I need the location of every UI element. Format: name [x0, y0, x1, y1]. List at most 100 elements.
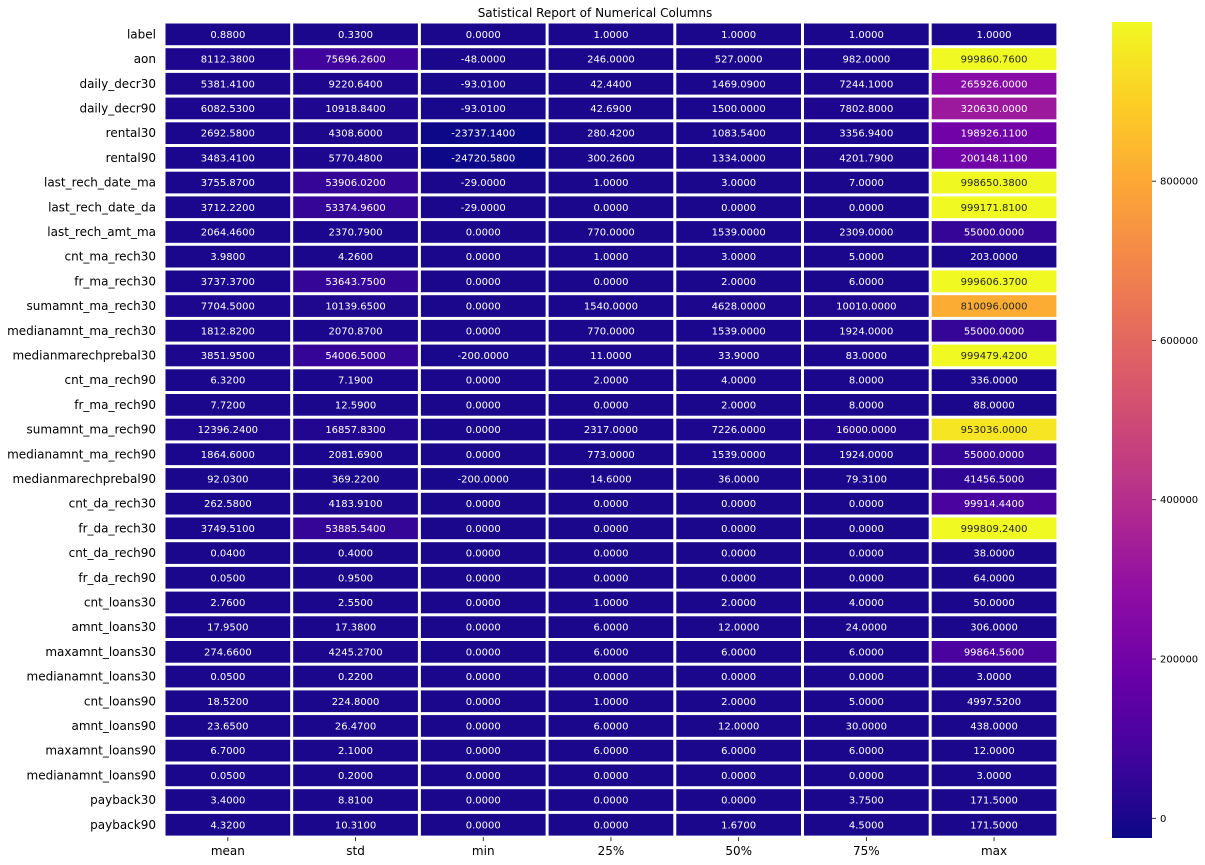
heatmap-cell: [804, 48, 929, 70]
cell-value-label: 0.0500: [210, 573, 245, 584]
heatmap-cell: [804, 319, 929, 342]
heatmap-cell: [420, 418, 546, 441]
heatmap-cell: [293, 492, 418, 515]
heatmap-cell: [293, 245, 418, 268]
heatmap-cell: [804, 789, 929, 811]
cell-value-label: 88.0000: [973, 400, 1014, 411]
cell-value-label: 0.4000: [338, 549, 373, 560]
heatmap-cell: [420, 171, 546, 194]
cell-value-label: 11.0000: [590, 351, 631, 362]
heatmap-cell: [804, 690, 929, 713]
cell-value-label: 6.0000: [721, 647, 756, 658]
cell-value-label: 7704.5000: [201, 302, 255, 313]
cell-value-label: 3356.9400: [839, 129, 893, 140]
heatmap-cell: [293, 443, 418, 466]
row-label: aon: [134, 52, 156, 66]
cell-value-label: 6.0000: [593, 746, 628, 757]
column-labels: mean std min 25% 50% 75% max: [211, 837, 1007, 858]
heatmap-cell: [293, 517, 418, 540]
heatmap-cell: [676, 295, 801, 317]
heatmap-cell: [548, 97, 674, 120]
heatmap-cell: [548, 492, 674, 515]
heatmap-cell: [548, 72, 674, 95]
heatmap-cell: [420, 616, 546, 638]
cell-value-label: 0.0000: [849, 499, 884, 510]
cell-value-label: 999860.7600: [961, 55, 1028, 66]
cell-value-label: 0.0000: [849, 524, 884, 535]
cell-value-label: 3.9800: [210, 252, 245, 263]
cell-value-label: 0.0000: [593, 524, 628, 535]
heatmap-cell: [165, 295, 291, 317]
cell-value-label: 0.0000: [466, 450, 501, 461]
cell-value-label: 5770.4800: [329, 153, 383, 164]
cell-value-label: 3851.9500: [201, 351, 255, 362]
cell-value-label: 2.0000: [721, 277, 756, 288]
heatmap-cell: [931, 394, 1057, 416]
cell-value-label: 0.0000: [466, 549, 501, 560]
cell-value-label: 0.0000: [593, 796, 628, 807]
cell-value-label: 0.0000: [593, 672, 628, 683]
heatmap-cell: [420, 813, 546, 836]
cell-value-label: 12.0000: [718, 623, 759, 634]
heatmap-cell: [804, 270, 929, 293]
heatmap-cell: [804, 344, 929, 367]
cell-value-label: 810096.0000: [961, 302, 1028, 313]
heatmap-cell: [548, 418, 674, 441]
heatmap-cell: [931, 97, 1057, 120]
heatmap-cell: [293, 171, 418, 194]
heatmap-cell: [931, 319, 1057, 342]
heatmap-cell: [165, 221, 291, 243]
heatmap-cell: [165, 23, 291, 46]
heatmap-cell: [165, 566, 291, 589]
cell-value-label: 2.1000: [338, 746, 373, 757]
heatmap-cell: [165, 418, 291, 441]
heatmap-cell: [804, 542, 929, 564]
cell-value-label: 320630.0000: [961, 104, 1028, 115]
heatmap-cell: [931, 813, 1057, 836]
heatmap-cell: [931, 147, 1057, 169]
heatmap-cell: [931, 468, 1057, 490]
heatmap-cell: [931, 443, 1057, 466]
cell-value-label: 0.0000: [466, 302, 501, 313]
cell-value-label: 0.0000: [466, 524, 501, 535]
heatmap-cell: [293, 616, 418, 638]
cell-value-label: 2.0000: [721, 598, 756, 609]
cell-value-label: 0.0000: [466, 30, 501, 41]
row-label: fr_ma_rech30: [74, 274, 156, 288]
heatmap-cell: [420, 72, 546, 95]
cell-value-label: 1.0000: [593, 598, 628, 609]
cell-value-label: 7244.1000: [839, 79, 893, 90]
heatmap-cell: [420, 319, 546, 342]
cell-value-label: 4.3200: [210, 820, 245, 831]
cell-value-label: 10918.8400: [325, 104, 385, 115]
row-label: rental30: [106, 126, 156, 140]
heatmap-cell: [548, 641, 674, 663]
heatmap-cell: [548, 295, 674, 317]
cell-value-label: 3.0000: [721, 178, 756, 189]
heatmap-cell: [165, 492, 291, 515]
heatmap-cell: [165, 196, 291, 219]
cell-value-label: 8.0000: [849, 400, 884, 411]
heatmap-cell: [293, 295, 418, 317]
cell-value-label: 171.5000: [970, 820, 1018, 831]
heatmap-cell: [165, 542, 291, 564]
heatmap-cell: [293, 591, 418, 614]
cell-value-label: 2.7600: [210, 598, 245, 609]
cell-value-label: 2064.4600: [201, 227, 255, 238]
column-label: 25%: [598, 844, 625, 858]
row-label: medianmarechprebal30: [12, 348, 156, 362]
heatmap-cell: [804, 171, 929, 194]
cell-value-label: 6.0000: [593, 721, 628, 732]
heatmap-cell: [676, 418, 801, 441]
cell-value-label: 0.9500: [338, 573, 373, 584]
cell-value-label: 4.0000: [849, 598, 884, 609]
cell-value-label: 1.0000: [593, 252, 628, 263]
row-label: cnt_da_rech30: [69, 497, 156, 511]
heatmap-cell: [420, 394, 546, 416]
cell-value-label: 1500.0000: [712, 104, 766, 115]
cell-value-label: 770.0000: [587, 326, 635, 337]
cell-value-label: 4997.5200: [967, 697, 1021, 708]
row-label: medianamnt_loans90: [27, 768, 157, 782]
cell-value-label: 7802.8000: [839, 104, 893, 115]
heatmap-cell: [931, 591, 1057, 614]
